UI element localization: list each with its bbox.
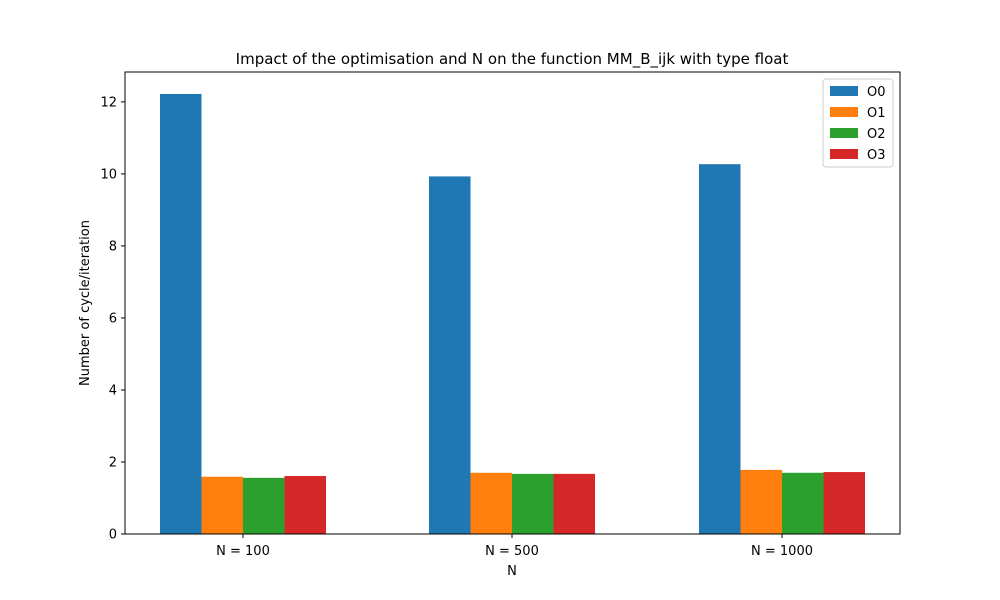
x-tick-label: N = 100 bbox=[216, 544, 270, 559]
y-tick-label: 6 bbox=[109, 311, 117, 326]
legend-swatch-o3 bbox=[830, 149, 858, 159]
bar-o0-2 bbox=[429, 176, 471, 534]
y-tick-label: 2 bbox=[109, 455, 117, 470]
legend: O0 O1 O2 O3 bbox=[822, 78, 894, 168]
y-tick-label: 8 bbox=[109, 239, 117, 254]
bars-group bbox=[160, 93, 865, 535]
x-tick-label: N = 1000 bbox=[751, 544, 813, 559]
legend-label-o3: O3 bbox=[867, 148, 886, 163]
bar-o2-3 bbox=[782, 472, 824, 534]
bar-o0-3 bbox=[699, 164, 741, 534]
bar-o0-1 bbox=[160, 93, 202, 535]
legend-label-o2: O2 bbox=[867, 127, 886, 142]
y-tick-label: 4 bbox=[109, 383, 117, 398]
y-axis-label: Number of cycle/iteration bbox=[78, 220, 93, 386]
legend-swatch-o0 bbox=[830, 86, 858, 96]
bar-o1-3 bbox=[740, 469, 782, 534]
legend-swatch-o1 bbox=[830, 107, 858, 117]
plot-frame bbox=[124, 71, 901, 535]
bar-o2-1 bbox=[243, 477, 285, 534]
y-axis: 0 2 4 6 8 10 12 bbox=[100, 95, 125, 543]
x-axis: N = 100 N = 500 N = 1000 bbox=[216, 534, 813, 559]
legend-swatch-o2 bbox=[830, 128, 858, 138]
legend-label-o1: O1 bbox=[867, 106, 886, 121]
bar-o3-1 bbox=[284, 476, 326, 534]
x-tick-label: N = 500 bbox=[485, 544, 539, 559]
bar-o3-2 bbox=[553, 473, 595, 534]
bar-o1-2 bbox=[470, 472, 512, 534]
legend-box bbox=[822, 78, 894, 168]
x-axis-label: N bbox=[507, 564, 517, 579]
y-tick-label: 12 bbox=[100, 95, 117, 110]
y-tick-label: 10 bbox=[100, 167, 117, 182]
chart-title: Impact of the optimisation and N on the … bbox=[236, 50, 789, 69]
bar-o3-3 bbox=[823, 472, 865, 534]
y-tick-label: 0 bbox=[109, 528, 117, 543]
bar-o1-1 bbox=[201, 476, 243, 534]
legend-label-o0: O0 bbox=[867, 85, 886, 100]
bar-o2-2 bbox=[512, 473, 554, 534]
